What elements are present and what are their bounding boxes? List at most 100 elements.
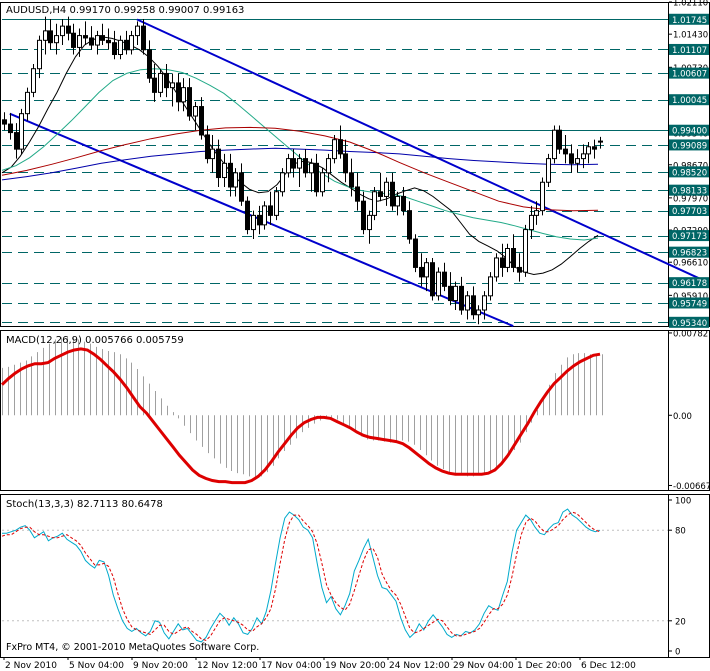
candle-body: [60, 25, 65, 37]
candle: [459, 276, 464, 315]
candle: [390, 172, 395, 211]
candle-body: [314, 162, 319, 193]
time-tick-label: 19 Nov 20:00: [325, 661, 386, 671]
candle: [158, 68, 163, 98]
candle: [488, 272, 493, 301]
candle: [199, 97, 204, 140]
candle: [60, 19, 65, 46]
candle-body: [384, 181, 389, 197]
candle-body: [372, 191, 377, 216]
candle: [367, 210, 372, 244]
candle-body: [511, 248, 516, 268]
candle: [205, 125, 210, 164]
moving-average-line: [1, 147, 599, 181]
candle-body: [83, 35, 88, 39]
candle-body: [152, 77, 157, 93]
candle: [124, 30, 129, 55]
macd-tick-label: 0.00: [673, 412, 692, 422]
level-price-tag: [669, 205, 709, 217]
stochastic-tick-label: 0: [675, 648, 680, 658]
time-tick-label: 5 Nov 04:00: [69, 661, 124, 671]
candle-body: [106, 39, 111, 44]
level-price-label: 0.97703: [672, 207, 707, 217]
candle: [424, 257, 429, 292]
candle-body: [505, 248, 510, 268]
candle-body: [529, 214, 534, 231]
candle: [372, 186, 377, 221]
time-tick-label: 2 Nov 2010: [5, 661, 57, 671]
candle-body: [523, 229, 528, 273]
candle-body: [66, 25, 71, 34]
price-pane[interactable]: 1.021101.014301.007300.993400.986700.979…: [0, 0, 710, 329]
candle: [89, 26, 94, 50]
level-price-label: 0.99089: [672, 141, 707, 151]
candle-body: [8, 123, 13, 134]
candle-body: [170, 82, 175, 89]
candle: [332, 134, 337, 164]
candle-body: [482, 295, 487, 311]
candle: [71, 23, 76, 55]
candle: [569, 144, 574, 173]
candle: [453, 281, 458, 311]
candle-body: [563, 148, 568, 155]
candle: [552, 125, 557, 164]
candle: [268, 191, 273, 225]
level-price-tag: [669, 94, 709, 106]
candle-body: [291, 158, 296, 169]
level-price-label: 0.96178: [672, 279, 707, 289]
candle-body: [95, 35, 100, 46]
candle-body: [257, 214, 262, 226]
candle-body: [187, 87, 192, 117]
candle-body: [245, 200, 250, 231]
candle-body: [19, 113, 24, 150]
candle: [517, 253, 522, 282]
candle-body: [71, 32, 76, 48]
level-price-label: 0.95749: [672, 299, 707, 309]
candle: [135, 21, 140, 46]
candle-body: [471, 295, 476, 316]
candle-body: [395, 195, 400, 207]
candle-body: [581, 153, 586, 160]
candle-body: [500, 257, 505, 268]
level-price-tag: [669, 277, 709, 289]
candle: [233, 168, 238, 197]
candle: [592, 139, 597, 159]
candle: [546, 153, 551, 187]
macd-pane[interactable]: 0.00782 0.00 -0.00667: [0, 329, 710, 492]
time-tick-label: 12 Nov 12:00: [197, 661, 258, 671]
candle: [505, 243, 510, 273]
candle-body: [262, 205, 267, 226]
candle: [476, 305, 481, 325]
candle: [465, 291, 470, 320]
candle: [563, 134, 568, 164]
candle-body: [233, 172, 238, 188]
candle: [534, 201, 539, 225]
stochastic-tick-label: 80: [675, 527, 686, 537]
candle: [31, 63, 36, 98]
candle-body: [407, 210, 412, 240]
candle-body: [286, 158, 291, 174]
stochastic-pane[interactable]: 100 80 20 0: [0, 494, 710, 658]
candle-body: [2, 119, 7, 125]
candle: [355, 172, 360, 211]
candle-body: [569, 153, 574, 164]
candle: [297, 153, 302, 187]
candle: [118, 35, 123, 60]
candle: [251, 210, 256, 240]
candle-body: [534, 210, 539, 216]
candle: [37, 35, 42, 79]
stochastic-tick-label: 100: [675, 497, 691, 507]
level-price-tag: [669, 230, 709, 242]
candle: [586, 142, 591, 164]
level-price-label: 1.01745: [672, 16, 707, 26]
level-price-label: 0.97173: [672, 232, 707, 242]
candle: [500, 243, 505, 277]
level-price-tag: [669, 124, 709, 136]
time-tick-label: 6 Dec 12:00: [581, 661, 636, 671]
candle: [95, 30, 100, 55]
candle: [540, 177, 545, 216]
level-price-label: 1.00607: [672, 70, 707, 80]
price-tick-label: 0.95910: [673, 292, 708, 302]
price-pane-frame: [0, 2, 710, 327]
